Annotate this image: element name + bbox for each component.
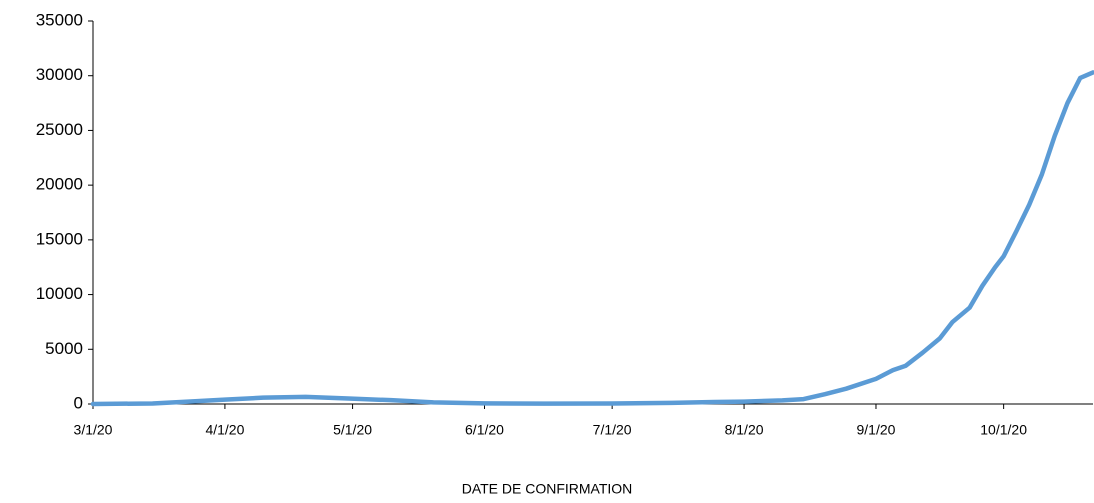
y-tick-label: 0 <box>74 393 83 412</box>
x-tick-label: 7/1/20 <box>593 422 632 438</box>
x-tick-label: 8/1/20 <box>725 422 764 438</box>
x-tick-label: 5/1/20 <box>333 422 372 438</box>
y-tick-label: 15000 <box>36 229 83 248</box>
x-tick-label: 6/1/20 <box>465 422 504 438</box>
y-tick-label: 20000 <box>36 175 83 194</box>
y-tick-label: 5000 <box>45 339 83 358</box>
y-tick-label: 30000 <box>36 65 83 84</box>
x-tick-label: 10/1/20 <box>980 422 1027 438</box>
x-tick-label: 3/1/20 <box>74 422 113 438</box>
x-tick-label: 4/1/20 <box>205 422 244 438</box>
y-tick-label: 10000 <box>36 284 83 303</box>
y-tick-label: 35000 <box>36 10 83 29</box>
x-axis-label: DATE DE CONFIRMATION <box>462 481 633 497</box>
y-tick-label: 25000 <box>36 120 83 139</box>
line <box>90 70 1094 407</box>
x-tick-label: 9/1/20 <box>857 422 896 438</box>
